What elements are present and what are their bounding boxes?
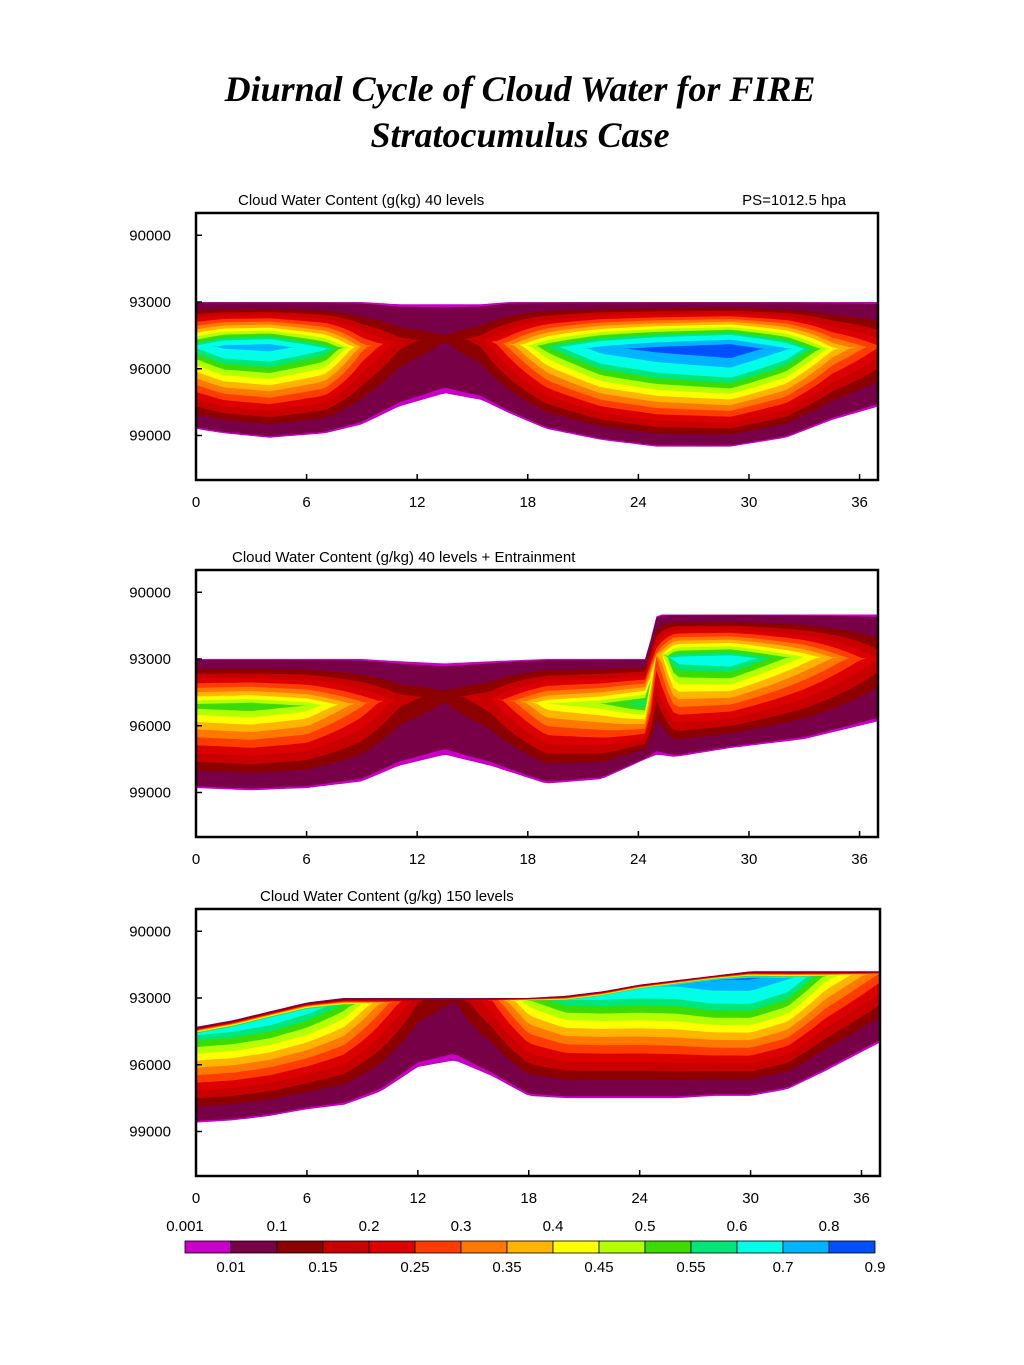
colorbar-swatch — [230, 1240, 278, 1254]
x-tick-label: 12 — [409, 1190, 426, 1207]
panel-title: Cloud Water Content (g(kg) 40 levels — [238, 192, 484, 209]
x-tick-label: 6 — [302, 851, 310, 868]
y-tick-label: 90000 — [129, 227, 171, 244]
x-tick-label: 36 — [851, 851, 868, 868]
page-title: Diurnal Cycle of Cloud Water for FIRE St… — [0, 66, 1024, 158]
colorbar-label-bottom: 0.35 — [492, 1259, 521, 1276]
y-tick-label: 99000 — [129, 1124, 171, 1141]
colorbar-label-bottom: 0.25 — [400, 1259, 429, 1276]
colorbar-label-bottom: 0.15 — [308, 1259, 337, 1276]
plot-frame — [194, 568, 880, 839]
contour-band-14 — [196, 337, 878, 359]
panel-1: Cloud Water Content (g(kg) 40 levels PS=1… — [129, 192, 880, 511]
colorbar-swatch — [644, 1240, 692, 1254]
panel-title: Cloud Water Content (g/kg) 40 levels + E… — [232, 549, 576, 566]
colorbar-swatch — [736, 1240, 784, 1254]
y-tick-label: 96000 — [129, 361, 171, 378]
colorbar-label-top: 0.2 — [359, 1218, 380, 1235]
colorbar-swatch — [276, 1240, 324, 1254]
plot-frame — [194, 907, 882, 1178]
colorbar-label-top: 0.1 — [267, 1218, 288, 1235]
page-title-line1: Diurnal Cycle of Cloud Water for FIRE — [224, 69, 816, 109]
x-tick-label: 18 — [520, 1190, 537, 1207]
y-tick-label: 90000 — [129, 584, 171, 601]
cloud-field — [196, 971, 880, 1123]
colorbar-swatch — [598, 1240, 646, 1254]
colorbar-label-top: 0.5 — [635, 1218, 656, 1235]
colorbar-label-top: 0.8 — [819, 1218, 840, 1235]
x-tick-label: 36 — [851, 494, 868, 511]
x-tick-label: 6 — [302, 494, 310, 511]
colorbar-swatch — [322, 1240, 370, 1254]
cloud-field — [196, 302, 878, 447]
x-tick-label: 24 — [631, 1190, 648, 1207]
x-tick-label: 36 — [853, 1190, 870, 1207]
panel-3: Cloud Water Content (g/kg) 150 levels 900… — [129, 888, 882, 1207]
colorbar-label-top: 0.001 — [166, 1218, 204, 1235]
x-tick-label: 12 — [409, 494, 426, 511]
x-tick-label: 30 — [741, 851, 758, 868]
colorbar-swatch — [184, 1240, 232, 1254]
colorbar-swatch — [506, 1240, 554, 1254]
page-title-line2: Stratocumulus Case — [370, 115, 670, 155]
x-tick-label: 24 — [630, 494, 647, 511]
y-tick-label: 99000 — [129, 785, 171, 802]
x-tick-label: 6 — [303, 1190, 311, 1207]
y-tick-label: 96000 — [129, 718, 171, 735]
x-tick-label: 12 — [409, 851, 426, 868]
x-tick-label: 18 — [519, 494, 536, 511]
colorbar-label-top: 0.3 — [451, 1218, 472, 1235]
colorbar-label-bottom: 0.55 — [676, 1259, 705, 1276]
plot-frame — [194, 211, 880, 482]
colorbar-swatch — [690, 1240, 738, 1254]
colorbar-swatch — [552, 1240, 600, 1254]
x-tick-label: 0 — [192, 494, 200, 511]
x-tick-label: 0 — [192, 851, 200, 868]
x-tick-label: 18 — [519, 851, 536, 868]
colorbar-swatch — [828, 1240, 876, 1254]
y-tick-label: 90000 — [129, 923, 171, 940]
y-tick-label: 93000 — [129, 294, 171, 311]
y-tick-label: 93000 — [129, 651, 171, 668]
x-tick-label: 0 — [192, 1190, 200, 1207]
colorbar-swatch — [460, 1240, 508, 1254]
panel-subtitle: PS=1012.5 hpa — [742, 192, 847, 209]
colorbar-swatch — [414, 1240, 462, 1254]
colorbar-label-top: 0.4 — [543, 1218, 564, 1235]
colorbar-label-bottom: 0.7 — [773, 1259, 794, 1276]
colorbar-label-top: 0.6 — [727, 1218, 748, 1235]
colorbar-swatch — [368, 1240, 416, 1254]
x-tick-label: 30 — [741, 494, 758, 511]
y-tick-label: 96000 — [129, 1057, 171, 1074]
panel-2: Cloud Water Content (g/kg) 40 levels + E… — [129, 549, 880, 868]
contour-band-13 — [196, 973, 880, 1034]
contour-band-11 — [196, 652, 878, 707]
cloud-field — [196, 614, 878, 791]
colorbar: 0.001 0.1 0.2 0.3 0.4 0.5 0.6 0.8 0.01 0.15 0.25 0.… — [166, 1218, 885, 1276]
colorbar-swatch — [782, 1240, 830, 1254]
panel-title: Cloud Water Content (g/kg) 150 levels — [260, 888, 514, 905]
y-tick-label: 93000 — [129, 990, 171, 1007]
colorbar-label-bottom: 0.9 — [865, 1259, 886, 1276]
colorbar-label-bottom: 0.45 — [584, 1259, 613, 1276]
y-tick-label: 99000 — [129, 428, 171, 445]
colorbar-label-bottom: 0.01 — [216, 1259, 245, 1276]
x-tick-label: 24 — [630, 851, 647, 868]
x-tick-label: 30 — [742, 1190, 759, 1207]
